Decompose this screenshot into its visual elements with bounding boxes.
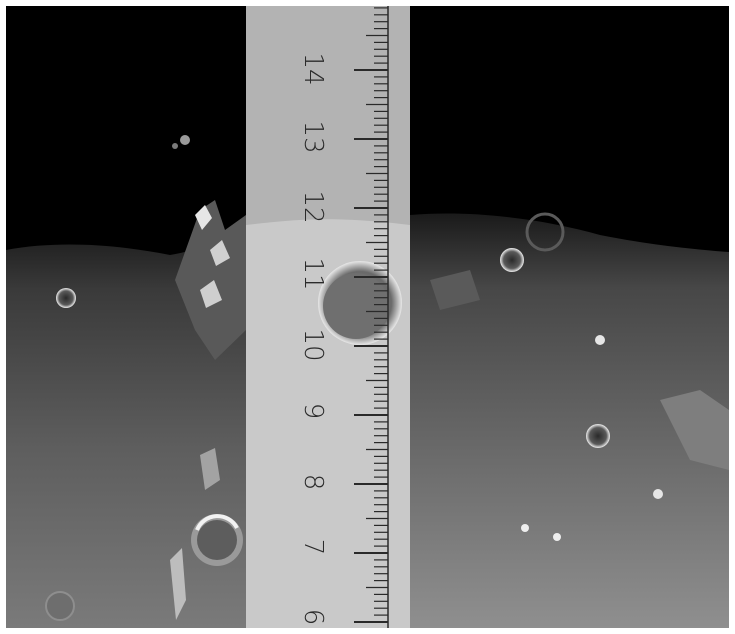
lunar-surface-photo (0, 0, 735, 634)
